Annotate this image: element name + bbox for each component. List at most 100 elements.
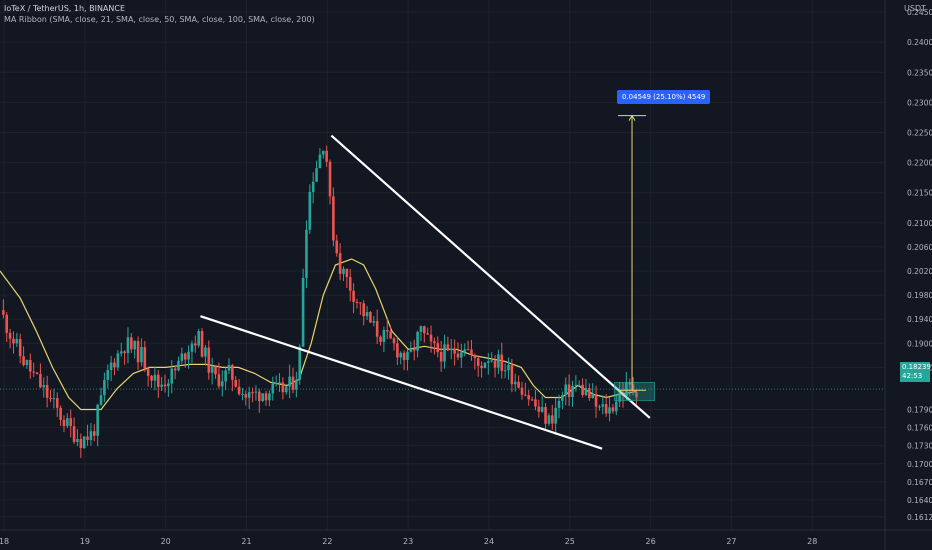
candle-body: [150, 375, 153, 381]
candle-body: [325, 150, 328, 162]
candle-body: [59, 407, 62, 420]
candle-body: [608, 407, 611, 414]
candle-body: [473, 355, 477, 359]
candle-body: [385, 329, 389, 332]
time-tick-label: 22: [322, 537, 332, 546]
candle-body: [200, 331, 204, 357]
candle-body: [62, 419, 66, 426]
candle-body: [92, 431, 96, 436]
candle-body: [2, 310, 5, 315]
trendline: [200, 315, 603, 450]
candle-body: [298, 346, 302, 380]
candle-body: [82, 436, 86, 449]
candle-body: [301, 277, 305, 347]
candle-body: [635, 392, 638, 398]
candle-body: [25, 359, 29, 366]
candle-body: [32, 371, 35, 373]
candle-body: [271, 383, 275, 394]
candle-body: [217, 374, 221, 387]
candle-body: [119, 351, 123, 354]
candle-body: [113, 362, 116, 368]
candle-body: [449, 348, 453, 351]
candle-body: [419, 326, 423, 332]
candle-body: [517, 381, 520, 388]
candle-body: [220, 381, 224, 387]
candle-body: [224, 370, 227, 382]
candle-body: [594, 394, 598, 407]
candle-body: [540, 407, 544, 412]
candle-body: [170, 368, 174, 384]
candle-body: [476, 358, 480, 366]
candle-body: [493, 360, 497, 368]
candle-body: [486, 361, 490, 363]
candle-body: [412, 348, 416, 351]
measure-label: 0.04549 (25.10%) 4549: [617, 90, 711, 104]
candle-body: [335, 240, 339, 254]
candle-body: [554, 407, 557, 424]
candle-body: [402, 352, 406, 361]
candle-body: [116, 353, 120, 368]
candle-body: [426, 333, 429, 335]
candle-body: [96, 404, 99, 436]
candle-body: [153, 374, 157, 381]
candle-body: [160, 384, 163, 387]
trendline: [330, 134, 651, 419]
candle-body: [72, 426, 76, 442]
candle-body: [89, 431, 93, 440]
candle-body: [42, 385, 46, 388]
candle-body: [237, 386, 241, 395]
last-price-tag: 0.18239 42:53: [900, 362, 931, 382]
symbol-title[interactable]: IoTeX / TetherUS, 1h, BINANCE: [4, 4, 126, 13]
candle-body: [601, 404, 605, 407]
candle-body: [379, 336, 382, 342]
candle-body: [177, 360, 180, 371]
indicator-legend[interactable]: MA Ribbon (SMA, close, 21, SMA, close, 5…: [4, 15, 315, 24]
chart-grid: [0, 0, 885, 530]
candle-body: [625, 382, 628, 396]
candle-body: [628, 382, 632, 385]
time-tick-label: 19: [80, 537, 90, 546]
currency-label: USDT: [904, 4, 926, 13]
candle-body: [406, 351, 409, 361]
candle-body: [598, 406, 601, 408]
candle-body: [439, 352, 443, 362]
candle-body: [187, 351, 190, 360]
candle-body: [348, 277, 352, 291]
candle-body: [180, 353, 184, 361]
candle-body: [15, 339, 19, 344]
candle-body: [261, 393, 264, 402]
candle-body: [527, 395, 531, 400]
time-tick-label: 25: [565, 537, 575, 546]
candle-body: [295, 379, 298, 390]
candle-body: [274, 383, 278, 385]
candle-body: [244, 394, 248, 398]
candle-body: [288, 376, 291, 387]
candle-body: [338, 253, 342, 274]
candle-body: [557, 400, 561, 408]
candle-body: [86, 436, 89, 440]
last-price-value: 0.18239: [902, 363, 931, 371]
candle-body: [231, 365, 234, 380]
candle-body: [140, 347, 143, 363]
target-zone: [613, 382, 655, 401]
candle-body: [375, 321, 379, 337]
candle-body: [345, 268, 349, 278]
candle-body: [311, 181, 315, 192]
candle-body: [359, 302, 362, 304]
candle-body: [520, 387, 524, 395]
candle-body: [591, 394, 594, 399]
candle-body: [143, 347, 147, 369]
candle-body: [513, 381, 517, 385]
candle-body: [446, 344, 450, 351]
candle-body: [497, 354, 500, 368]
time-tick-label: 18: [0, 537, 9, 546]
candle-body: [258, 391, 261, 402]
